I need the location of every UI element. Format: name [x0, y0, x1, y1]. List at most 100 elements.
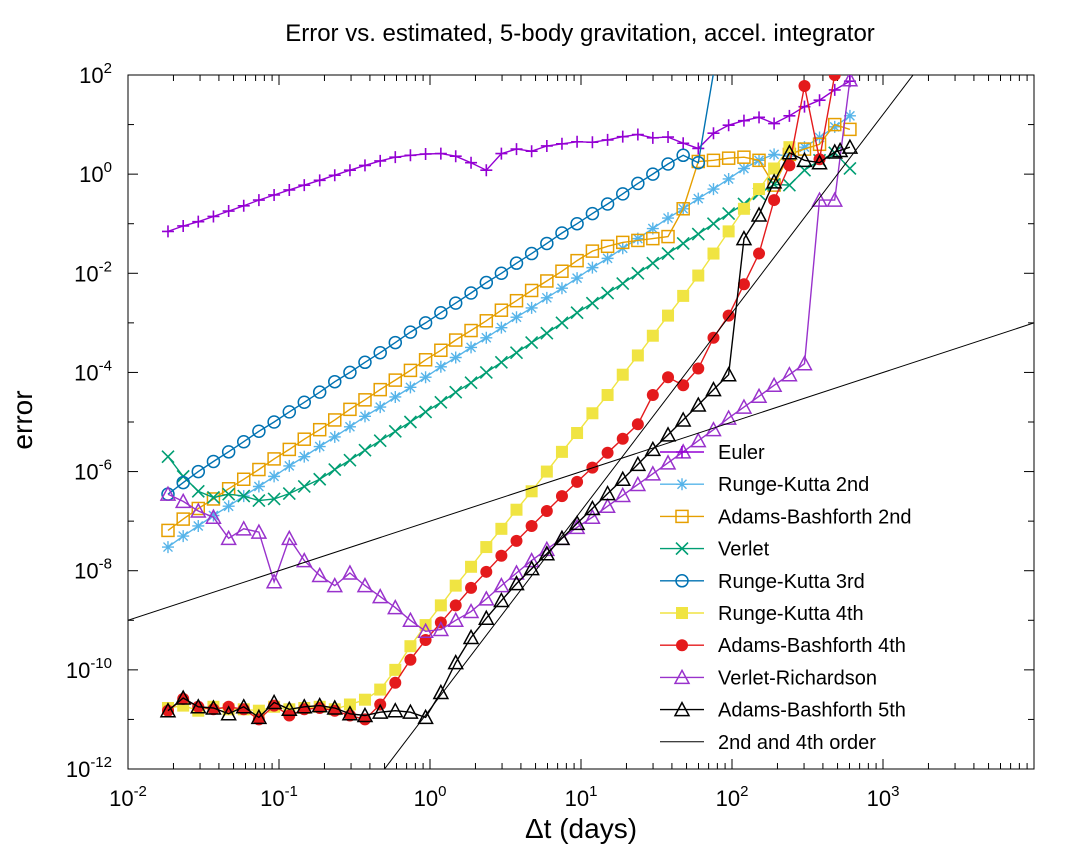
- data-point: [265, 573, 283, 589]
- data-point: [720, 366, 737, 382]
- data-point: [417, 622, 434, 639]
- chart-title: Error vs. estimated, 5-body gravitation,…: [285, 20, 875, 47]
- data-point: [191, 464, 206, 479]
- data-point: [631, 232, 644, 245]
- data-point: [190, 502, 207, 518]
- data-point: [737, 114, 750, 127]
- data-point: [252, 480, 265, 493]
- data-point: [691, 155, 706, 170]
- data-point: [298, 450, 311, 463]
- data-point: [523, 560, 540, 576]
- data-point: [509, 293, 524, 308]
- data-point: [781, 366, 798, 382]
- data-point: [478, 609, 495, 625]
- data-point: [328, 462, 342, 477]
- data-point: [207, 210, 220, 223]
- x-tick-label: 100: [414, 783, 447, 811]
- data-point: [434, 599, 447, 612]
- data-point: [159, 485, 177, 501]
- data-point: [841, 138, 859, 154]
- y-tick-label: 10-12: [66, 754, 112, 782]
- data-point: [207, 509, 220, 522]
- data-point: [465, 560, 478, 573]
- data-point: [843, 109, 856, 122]
- data-point: [797, 142, 812, 156]
- data-point: [673, 668, 691, 685]
- legend-label: Adams-Bashforth 2nd: [718, 506, 911, 528]
- data-point: [328, 169, 341, 182]
- legend-item: Euler: [660, 442, 765, 464]
- data-point: [510, 143, 523, 156]
- data-point: [358, 159, 371, 172]
- data-point: [692, 142, 705, 155]
- data-point: [161, 523, 175, 538]
- series-layer: [128, 54, 1034, 769]
- legend-label: Adams-Bashforth 5th: [718, 700, 906, 722]
- data-point: [389, 663, 402, 676]
- series-adams-bashforth-2nd: [161, 117, 857, 538]
- data-point: [540, 274, 554, 288]
- data-point: [676, 607, 688, 619]
- data-point: [358, 410, 371, 423]
- data-point: [616, 368, 629, 381]
- data-point: [586, 407, 599, 420]
- data-point: [419, 371, 432, 384]
- series-runge-kutta-4th: [161, 141, 796, 717]
- data-point: [646, 167, 660, 181]
- data-point: [585, 206, 600, 221]
- data-point: [765, 173, 783, 189]
- data-point: [206, 492, 221, 506]
- data-point: [571, 475, 584, 488]
- data-point: [555, 316, 569, 330]
- data-point: [798, 141, 811, 154]
- data-point: [662, 131, 675, 144]
- data-point: [343, 453, 357, 467]
- data-point: [629, 455, 647, 472]
- data-point: [358, 393, 372, 407]
- data-point: [690, 432, 707, 448]
- data-point: [235, 698, 252, 714]
- series-adams-bashforth-5th: [159, 138, 859, 725]
- data-point: [584, 508, 601, 524]
- data-point: [236, 434, 251, 449]
- data-point: [659, 426, 677, 442]
- data-point: [707, 127, 720, 140]
- series-reference-line-10: [384, 75, 914, 769]
- data-point: [236, 472, 251, 487]
- data-point: [843, 122, 857, 137]
- data-point: [753, 111, 766, 124]
- data-point: [843, 161, 857, 176]
- data-point: [265, 693, 283, 710]
- y-axis-label: error: [7, 390, 38, 449]
- data-point: [662, 212, 675, 225]
- data-point: [662, 371, 675, 384]
- data-point: [418, 316, 433, 330]
- data-point: [525, 145, 538, 158]
- y-tick-label: 100: [79, 159, 112, 187]
- legend-label: Adams-Bashforth 4th: [718, 635, 906, 657]
- data-point: [190, 698, 207, 714]
- data-point: [267, 415, 281, 429]
- data-point: [540, 139, 553, 152]
- data-point: [646, 222, 659, 235]
- data-point: [373, 345, 387, 360]
- data-point: [267, 452, 281, 466]
- data-point: [434, 305, 448, 320]
- data-point: [358, 443, 372, 457]
- data-point: [571, 272, 584, 285]
- data-point: [614, 486, 632, 503]
- data-point: [282, 442, 297, 457]
- data-point: [585, 296, 599, 310]
- data-point: [480, 331, 493, 344]
- data-point: [509, 346, 524, 360]
- data-point: [312, 385, 327, 399]
- data-point: [706, 217, 721, 231]
- data-point: [783, 150, 796, 163]
- data-point: [388, 373, 403, 387]
- data-point: [710, 54, 722, 66]
- data-point: [388, 424, 402, 438]
- data-point: [328, 374, 342, 389]
- data-point: [768, 162, 781, 175]
- data-point: [371, 588, 389, 604]
- legend-label: Runge-Kutta 2nd: [718, 474, 869, 496]
